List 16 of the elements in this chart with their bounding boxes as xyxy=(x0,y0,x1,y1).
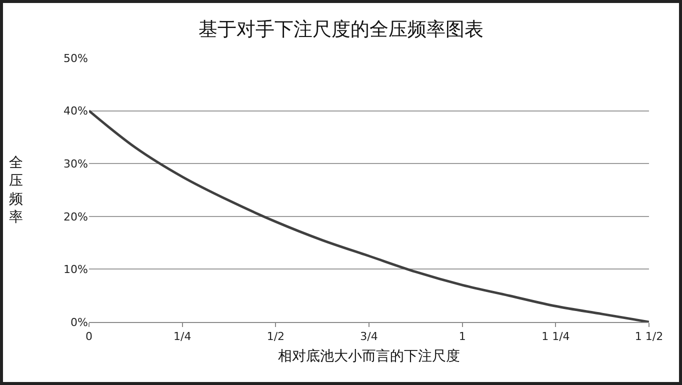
y-tick-label: 10% xyxy=(64,263,88,276)
y-tick-label: 40% xyxy=(64,104,88,118)
x-tick-label: 0 xyxy=(86,330,92,344)
x-axis-title: 相对底池大小而言的下注尺度 xyxy=(278,348,460,364)
x-tick-label: 1 xyxy=(458,330,466,344)
chart-title: 基于对手下注尺度的全压频率图表 xyxy=(198,18,484,40)
y-axis-title: 全压频率 xyxy=(9,155,23,226)
y-tick-label: 0% xyxy=(70,316,88,329)
x-tick-label: 1 1/2 xyxy=(634,330,664,344)
y-tick-label: 30% xyxy=(64,157,88,170)
y-tick-label: 50% xyxy=(64,52,88,65)
x-tick-label: 1/4 xyxy=(173,330,192,344)
y-tick-label: 20% xyxy=(64,210,88,224)
x-tick-label: 1 1/4 xyxy=(542,330,570,344)
x-tick-label: 3/4 xyxy=(360,330,378,344)
x-tick-label: 1/2 xyxy=(266,330,285,344)
